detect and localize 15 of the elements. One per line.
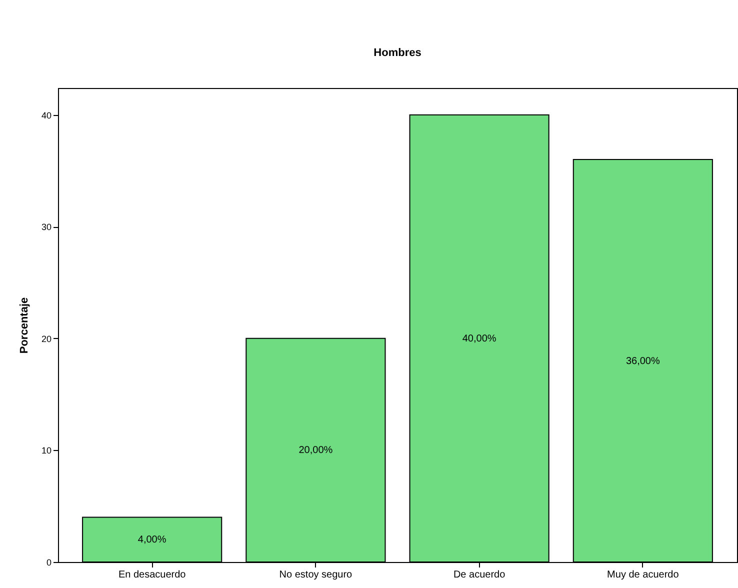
x-tick-label: De acuerdo: [453, 570, 506, 580]
y-tick-label: 30: [41, 222, 52, 232]
x-tick-label: Muy de acuerdo: [607, 570, 680, 580]
data-label: 40,00%: [462, 333, 496, 344]
data-label: 36,00%: [626, 356, 660, 367]
x-tick-label: No estoy seguro: [279, 570, 353, 580]
data-label: 4,00%: [138, 534, 166, 546]
y-tick-label: 40: [41, 110, 52, 120]
y-tick-label: 20: [41, 334, 52, 344]
data-label: 20,00%: [298, 445, 333, 456]
chart-title: Hombres: [374, 47, 422, 59]
y-axis-title: Porcentaje: [18, 297, 30, 354]
y-tick-label: 0: [46, 558, 52, 568]
y-tick-label: 10: [41, 446, 52, 456]
x-tick-label: En desacuerdo: [118, 570, 186, 580]
